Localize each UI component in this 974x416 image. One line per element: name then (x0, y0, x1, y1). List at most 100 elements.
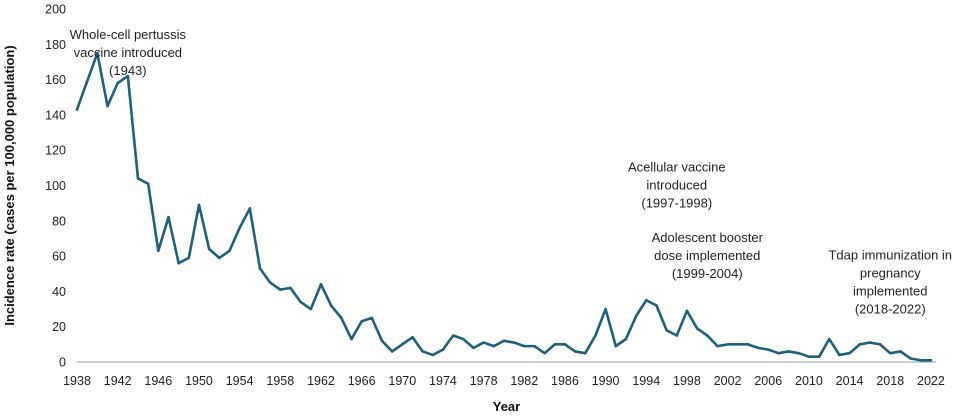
data-point (360, 320, 363, 323)
y-tick-label: 40 (52, 285, 66, 299)
data-point (340, 316, 343, 320)
x-tick-label: 1938 (63, 374, 91, 388)
data-point (543, 351, 546, 355)
data-point (177, 261, 180, 265)
data-point (858, 343, 862, 346)
annotation-line: pregnancy (860, 266, 921, 281)
x-tick-label: 2018 (876, 374, 904, 388)
data-point (167, 215, 170, 219)
x-tick-label: 1990 (592, 374, 620, 388)
data-point (390, 350, 394, 353)
data-point (726, 343, 729, 346)
data-point (157, 249, 160, 253)
x-tick-label: 1994 (632, 374, 660, 388)
data-point (85, 80, 89, 83)
data-point (299, 300, 302, 304)
x-tick-label: 2014 (836, 374, 864, 388)
x-tick-label: 1978 (470, 374, 498, 388)
data-point (868, 341, 872, 344)
y-tick-label: 60 (52, 250, 66, 264)
data-point (238, 226, 241, 230)
data-point (248, 207, 252, 210)
data-point (258, 267, 262, 270)
data-point (807, 355, 811, 359)
series-line-incidence (75, 51, 931, 362)
data-point (319, 283, 323, 286)
y-tick-label: 200 (45, 3, 66, 17)
data-point (583, 351, 587, 355)
data-point (197, 203, 201, 207)
annotation-line: introduced (646, 178, 707, 193)
data-point (279, 288, 282, 291)
data-point (766, 348, 770, 351)
x-tick-label: 2006 (754, 374, 782, 388)
data-point (797, 351, 801, 355)
y-tick-label: 140 (45, 108, 66, 122)
y-tick-label: 120 (45, 144, 66, 158)
x-tick-label: 1958 (266, 374, 294, 388)
y-tick-label: 160 (45, 73, 66, 87)
annotation: Adolescent booster dose implemented (1999-… (652, 230, 764, 281)
data-point (411, 335, 414, 339)
y-tick-label: 180 (45, 38, 66, 52)
data-point (594, 334, 597, 337)
annotation-line: Whole-cell pertussis (70, 27, 187, 42)
data-point (218, 256, 221, 260)
data-point (472, 346, 475, 350)
data-point (75, 108, 79, 111)
y-axis-title: Incidence rate (cases per 100,000 popula… (2, 45, 17, 325)
data-point (228, 249, 231, 253)
data-point (116, 81, 119, 85)
data-point (421, 350, 424, 353)
annotation: Tdap immunization in pregnancy implemented… (828, 248, 952, 317)
x-tick-label: 1986 (551, 374, 579, 388)
data-point (909, 357, 912, 360)
data-point (431, 353, 435, 357)
data-point (522, 344, 526, 348)
data-point (553, 343, 557, 346)
annotation-line: (1999-2004) (672, 266, 743, 281)
x-tick-label: 1954 (226, 374, 254, 388)
x-tick-label: 1982 (510, 374, 538, 388)
annotation-line: (1997-1998) (641, 196, 712, 211)
annotation-line: dose implemented (654, 248, 760, 263)
annotation-line: implemented (853, 284, 927, 299)
data-point (573, 350, 577, 353)
annotation-line: (1943) (109, 63, 147, 78)
data-point (268, 281, 272, 284)
data-point (716, 344, 719, 348)
data-point (787, 350, 790, 353)
data-point (929, 358, 933, 362)
data-point (492, 344, 496, 348)
annotations: Whole-cell pertussis vaccine introduced (1… (70, 27, 952, 316)
data-point (644, 298, 648, 302)
data-point (817, 355, 821, 359)
annotation-line: Adolescent booster (652, 230, 764, 245)
data-point (563, 343, 567, 346)
data-point (888, 351, 892, 355)
data-point (329, 304, 333, 307)
data-point (614, 344, 618, 348)
data-point (401, 343, 404, 346)
data-point (604, 307, 607, 311)
data-point (482, 341, 485, 344)
data-point (502, 339, 506, 343)
y-axis-ticks: 0 20 40 60 80 100 120 140 160 180 200 (45, 3, 66, 370)
data-point (106, 104, 109, 108)
x-tick-label: 1942 (104, 374, 132, 388)
data-point (350, 337, 353, 341)
data-point (289, 286, 292, 290)
x-tick-label: 1966 (348, 374, 376, 388)
data-point (736, 343, 740, 346)
annotation-line: vaccine introduced (74, 45, 182, 60)
data-point (96, 51, 99, 55)
data-point (838, 353, 841, 357)
data-point (695, 327, 699, 330)
y-tick-label: 100 (45, 179, 66, 193)
x-tick-label: 1950 (185, 374, 213, 388)
x-tick-label: 2010 (795, 374, 823, 388)
annotation: Whole-cell pertussis vaccine introduced (1… (70, 27, 187, 78)
data-point (136, 177, 140, 180)
x-tick-label: 1946 (144, 374, 172, 388)
data-point (451, 334, 455, 337)
